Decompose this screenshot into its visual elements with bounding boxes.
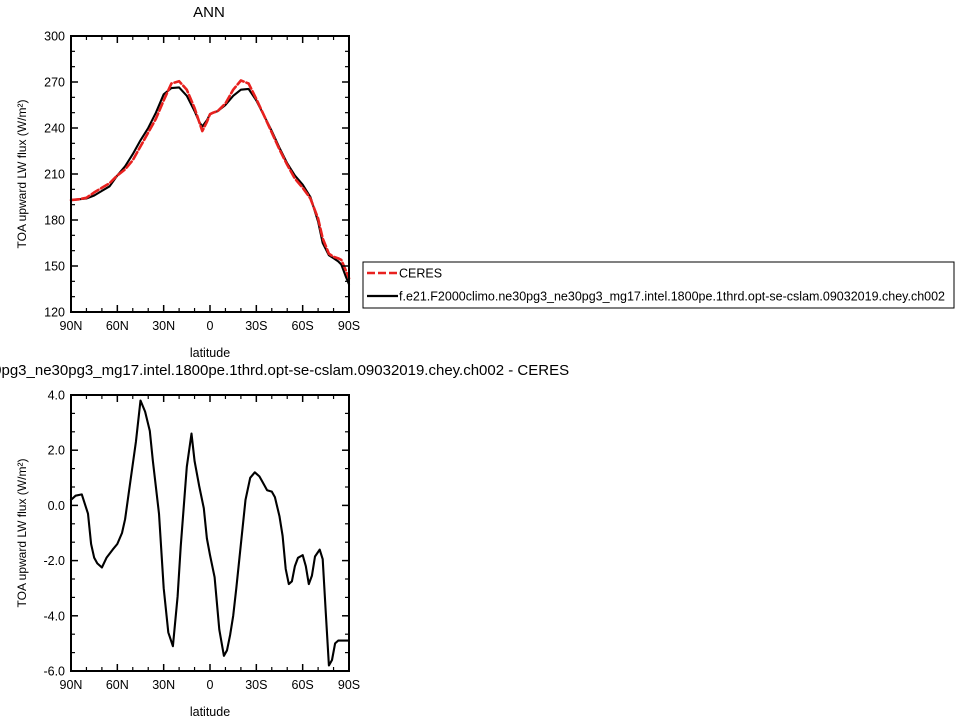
top-plot-frame: [70, 35, 350, 313]
bottom-y-tick-label: -6.0: [43, 665, 65, 679]
top-y-axis-label: TOA upward LW flux (W/m²): [15, 100, 29, 249]
top-series-line-0: [69, 79, 351, 280]
bottom-y-tick-label: 2.0: [48, 444, 65, 458]
bottom-x-axis-label: latitude: [190, 705, 230, 719]
legend: CERES f.e21.F2000climo.ne30pg3_ne30pg3_m…: [362, 261, 955, 309]
top-x-tick-label: 30S: [245, 319, 267, 333]
bottom-series-layer: [69, 399, 351, 667]
bottom-chart: f.e21.F2000climo.ne30pg3_ne30pg3_mg17.in…: [0, 362, 569, 719]
bottom-y-tick-label: -2.0: [43, 554, 65, 568]
bottom-x-tick-label: 0: [207, 678, 214, 692]
bottom-chart-title: f.e21.F2000climo.ne30pg3_ne30pg3_mg17.in…: [0, 362, 569, 379]
bottom-x-tick-label: 90S: [338, 678, 360, 692]
top-chart: ANN 90N 60N 30N 0 30S 60S 90S 120 150 180 210 240 27…: [15, 4, 955, 360]
top-x-tick-label: 0: [207, 319, 214, 333]
bottom-axes-layer: 90N 60N 30N 0 30S 60S 90S -6.0 -4.0 -2.0 0.0 2.0 4.0: [43, 389, 360, 693]
bottom-y-axis-label: TOA upward LW flux (W/m²): [15, 459, 29, 608]
top-x-tick-label: 60S: [292, 319, 314, 333]
top-axes-layer: 90N 60N 30N 0 30S 60S 90S 120 150 180 210 240 270 300: [44, 30, 360, 334]
top-y-tick-label: 210: [44, 168, 65, 182]
bottom-series-line-0: [69, 399, 351, 667]
top-y-tick-label: 300: [44, 30, 65, 44]
bottom-y-tick-label: 4.0: [48, 389, 65, 403]
top-x-axis-label: latitude: [190, 346, 230, 360]
bottom-x-tick-label: 30N: [152, 678, 175, 692]
legend-model-label: f.e21.F2000climo.ne30pg3_ne30pg3_mg17.in…: [399, 290, 945, 304]
bottom-y-tick-label: 0.0: [48, 499, 65, 513]
top-y-tick-label: 270: [44, 76, 65, 90]
top-x-tick-label: 90N: [60, 319, 83, 333]
legend-box: [362, 261, 955, 309]
top-x-tick-label: 30N: [152, 319, 175, 333]
top-x-tick-label: 90S: [338, 319, 360, 333]
top-y-tick-label: 240: [44, 122, 65, 136]
top-y-tick-label: 150: [44, 260, 65, 274]
top-y-tick-label: 120: [44, 306, 65, 320]
top-x-tick-label: 60N: [106, 319, 129, 333]
bottom-x-tick-label: 60S: [292, 678, 314, 692]
top-series-layer: [69, 79, 351, 286]
bottom-y-tick-label: -4.0: [43, 609, 65, 623]
legend-ceres-label: CERES: [399, 267, 442, 281]
bottom-plot-frame: [70, 394, 350, 672]
bottom-x-tick-label: 30S: [245, 678, 267, 692]
bottom-x-tick-label: 60N: [106, 678, 129, 692]
top-y-tick-label: 180: [44, 214, 65, 228]
top-chart-title: ANN: [193, 4, 225, 21]
bottom-x-tick-label: 90N: [60, 678, 83, 692]
